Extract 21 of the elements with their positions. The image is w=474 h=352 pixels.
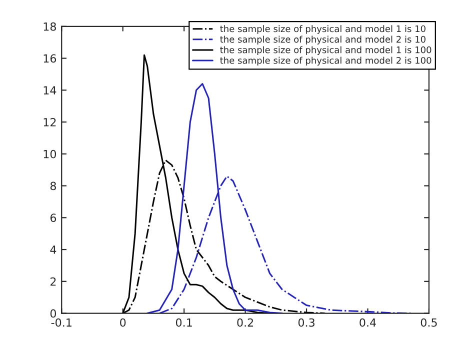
y-tick-label: 10 (44, 150, 56, 158)
x-tick-label: 0 (120, 318, 126, 327)
y-tick-label: 8 (50, 182, 56, 190)
y-tick-label: 16 (44, 54, 56, 63)
y-tick-label: 12 (44, 118, 56, 126)
x-tick-label: 0.2 (237, 318, 254, 327)
y-tick-label: 2 (50, 277, 56, 286)
y-tick-label: 4 (50, 246, 56, 254)
legend-label: the sample size of physical and model 2 is 100 (220, 56, 432, 66)
x-tick-label: 0.3 (298, 318, 314, 327)
legend-label: the sample size of physical and model 2 is 10 (220, 36, 426, 44)
x-tick-label: -0.1 (51, 318, 72, 327)
y-tick-label: 14 (44, 86, 56, 94)
x-tick-label: 0.4 (360, 318, 376, 327)
y-tick-label: 6 (50, 214, 56, 222)
legend-label: the sample size of physical and model 1 is 10 (220, 25, 426, 34)
y-tick-label: 18 (44, 22, 56, 31)
x-tick-label: 0.5 (420, 318, 437, 327)
y-tick-label: 0 (50, 309, 56, 318)
x-tick-label: 0.1 (176, 318, 192, 327)
legend-label: the sample size of physical and model 1 is 100 (220, 46, 432, 55)
